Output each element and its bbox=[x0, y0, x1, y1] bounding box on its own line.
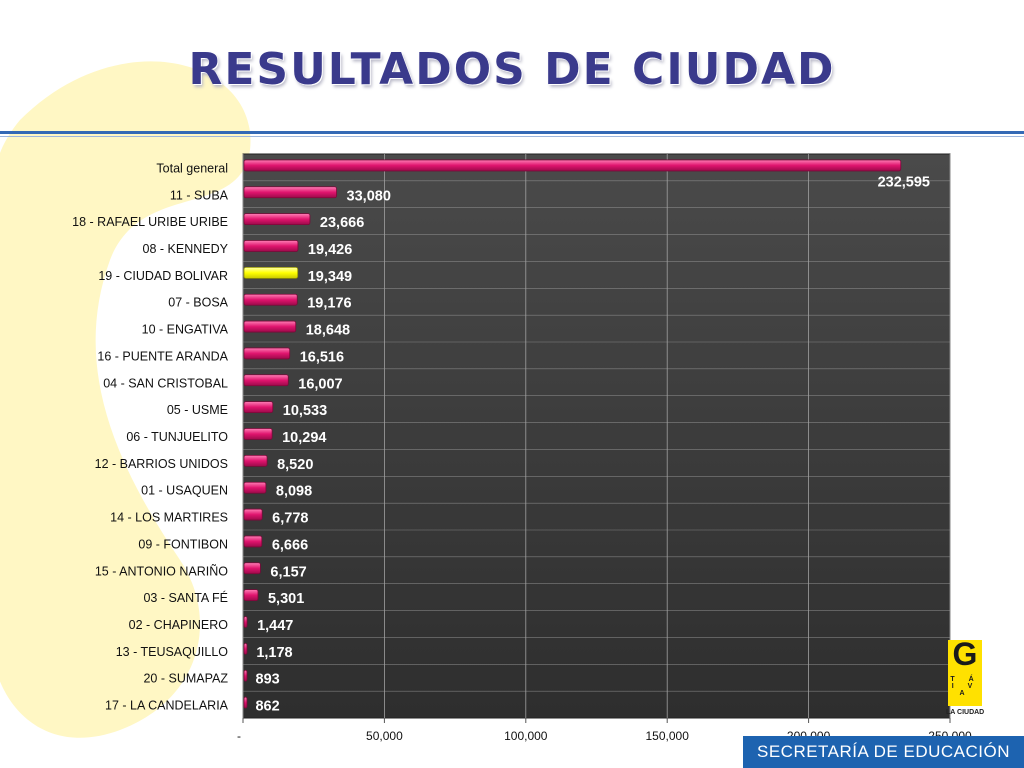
value-label: 10,294 bbox=[282, 430, 326, 446]
logo-tagline: T Á I V A bbox=[950, 676, 980, 697]
bar bbox=[243, 481, 267, 494]
bar bbox=[243, 347, 291, 360]
bar bbox=[243, 562, 261, 575]
bar bbox=[243, 159, 902, 172]
x-tick-label: - bbox=[237, 729, 241, 743]
bar bbox=[243, 266, 299, 279]
x-tick-label: 50,000 bbox=[366, 729, 403, 743]
category-label: 05 - USME bbox=[167, 403, 228, 417]
category-label: 06 - TUNJUELITO bbox=[126, 430, 228, 444]
footer-band: SECRETARÍA DE EDUCACIÓN bbox=[743, 736, 1024, 768]
plot-area bbox=[242, 153, 951, 719]
category-label: 08 - KENNEDY bbox=[143, 242, 229, 256]
category-label: 01 - USAQUEN bbox=[141, 484, 228, 498]
category-label: 04 - SAN CRISTOBAL bbox=[103, 376, 228, 390]
value-label: 6,666 bbox=[272, 537, 308, 553]
bar bbox=[243, 240, 299, 252]
logo-glyph: G bbox=[952, 640, 978, 672]
category-label: 15 - ANTONIO NARIÑO bbox=[95, 564, 228, 578]
bar bbox=[243, 401, 274, 414]
value-label: 893 bbox=[256, 672, 280, 688]
value-label: 5,301 bbox=[268, 591, 304, 607]
bar bbox=[243, 508, 263, 521]
category-label: 09 - FONTIBON bbox=[138, 537, 228, 551]
footer-text: SECRETARÍA DE EDUCACIÓN bbox=[756, 742, 1010, 761]
bar bbox=[243, 186, 337, 199]
bar bbox=[243, 589, 259, 602]
bar bbox=[243, 454, 268, 467]
value-label: 33,080 bbox=[347, 188, 391, 204]
value-label: 232,595 bbox=[878, 174, 930, 190]
value-label: 16,007 bbox=[298, 376, 342, 392]
bar bbox=[243, 669, 248, 682]
value-label: 1,178 bbox=[256, 645, 292, 661]
bar bbox=[243, 535, 263, 548]
category-label: 13 - TEUSAQUILLO bbox=[116, 645, 229, 659]
value-label: 16,516 bbox=[300, 349, 344, 365]
bar bbox=[243, 213, 311, 226]
bar bbox=[243, 428, 273, 440]
slide-title: RESULTADOS DE CIUDAD bbox=[188, 44, 836, 95]
value-label: 19,426 bbox=[308, 242, 352, 258]
category-label: Total general bbox=[156, 161, 228, 175]
value-label: 8,098 bbox=[276, 484, 312, 500]
category-label: 07 - BOSA bbox=[168, 296, 228, 310]
value-label: 6,157 bbox=[270, 564, 306, 580]
title-divider-thin bbox=[0, 136, 1024, 137]
category-label: 19 - CIUDAD BOLIVAR bbox=[98, 269, 228, 283]
value-label: 6,778 bbox=[272, 511, 308, 527]
bar bbox=[243, 320, 297, 333]
category-label: 10 - ENGATIVA bbox=[142, 323, 229, 337]
value-label: 23,666 bbox=[320, 215, 364, 231]
bar bbox=[243, 642, 248, 655]
bar-chart: -50,000100,000150,000200,000250,000Total… bbox=[72, 153, 972, 743]
category-label: 02 - CHAPINERO bbox=[129, 618, 229, 632]
value-label: 862 bbox=[255, 699, 279, 715]
x-tick-label: 100,000 bbox=[504, 729, 548, 743]
bar bbox=[243, 293, 298, 306]
value-label: 19,176 bbox=[307, 296, 351, 312]
bar bbox=[243, 696, 248, 709]
category-label: 14 - LOS MARTIRES bbox=[110, 511, 228, 525]
value-label: 8,520 bbox=[277, 457, 313, 473]
category-label: 18 - RAFAEL URIBE URIBE bbox=[72, 215, 228, 229]
category-label: 03 - SANTA FÉ bbox=[143, 590, 228, 605]
bar bbox=[243, 374, 289, 387]
secretaria-logo: G T Á I V A bbox=[948, 640, 982, 706]
value-label: 10,533 bbox=[283, 403, 327, 419]
category-label: 11 - SUBA bbox=[170, 188, 229, 202]
category-label: 16 - PUENTE ARANDA bbox=[97, 349, 228, 363]
value-label: 19,349 bbox=[308, 269, 352, 285]
bar bbox=[243, 616, 248, 628]
value-label: 1,447 bbox=[257, 618, 293, 634]
value-label: 18,648 bbox=[306, 323, 350, 339]
category-label: 12 - BARRIOS UNIDOS bbox=[95, 457, 228, 471]
title-divider bbox=[0, 131, 1024, 134]
category-label: 20 - SUMAPAZ bbox=[143, 672, 228, 686]
category-label: 17 - LA CANDELARIA bbox=[105, 699, 229, 713]
x-tick-label: 150,000 bbox=[646, 729, 690, 743]
logo-caption: LA CIUDAD bbox=[946, 709, 985, 716]
